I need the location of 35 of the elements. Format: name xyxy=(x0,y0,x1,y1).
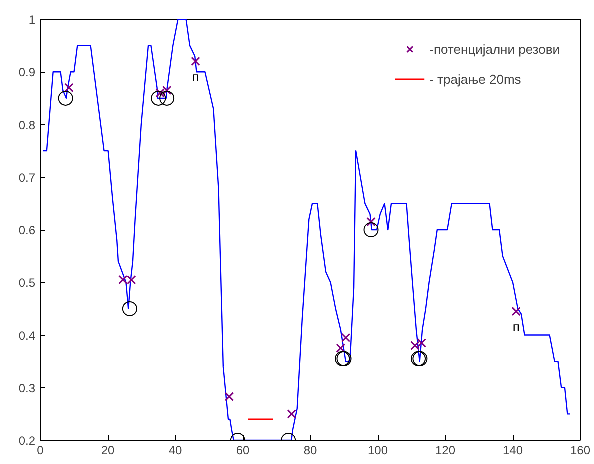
point xyxy=(191,56,200,66)
y-tick-label: 0.8 xyxy=(18,118,36,132)
x-tick-label: 160 xyxy=(570,444,591,458)
y-tick-label: 0.4 xyxy=(18,328,36,343)
annotation: п xyxy=(512,320,520,335)
point xyxy=(64,83,74,93)
y-tick-label: 1 xyxy=(28,13,36,27)
x-tick-label: 120 xyxy=(435,444,456,458)
point xyxy=(287,410,297,419)
y-tick-label: 0.2 xyxy=(18,434,36,448)
point xyxy=(366,217,376,227)
x-tick-label: 140 xyxy=(502,444,524,458)
annotation: п xyxy=(192,70,200,85)
x-tick-label: 20 xyxy=(101,444,115,458)
x-tick-label: 100 xyxy=(368,444,388,458)
point xyxy=(512,306,522,316)
point xyxy=(364,222,379,238)
point xyxy=(224,392,234,402)
point xyxy=(341,333,351,343)
x-tick-label: 0 xyxy=(37,444,44,458)
x-tick-label: 60 xyxy=(236,444,250,458)
legend-label: - трајање 20ms xyxy=(430,72,522,86)
legend-label: -потенцијални резови xyxy=(430,42,560,56)
x-tick-label: 40 xyxy=(168,444,182,458)
y-tick-label: 0.9 xyxy=(18,66,36,80)
point xyxy=(58,90,74,106)
y-tick-label: 0.5 xyxy=(18,276,36,290)
y-tick-label: 0.7 xyxy=(18,170,36,185)
x-tick-label: 80 xyxy=(304,444,318,458)
y-tick-label: 0.6 xyxy=(18,224,36,238)
point xyxy=(122,301,138,316)
y-tick-label: 0.3 xyxy=(18,381,36,396)
line-series xyxy=(42,20,571,440)
point xyxy=(336,344,346,354)
point xyxy=(160,90,175,106)
